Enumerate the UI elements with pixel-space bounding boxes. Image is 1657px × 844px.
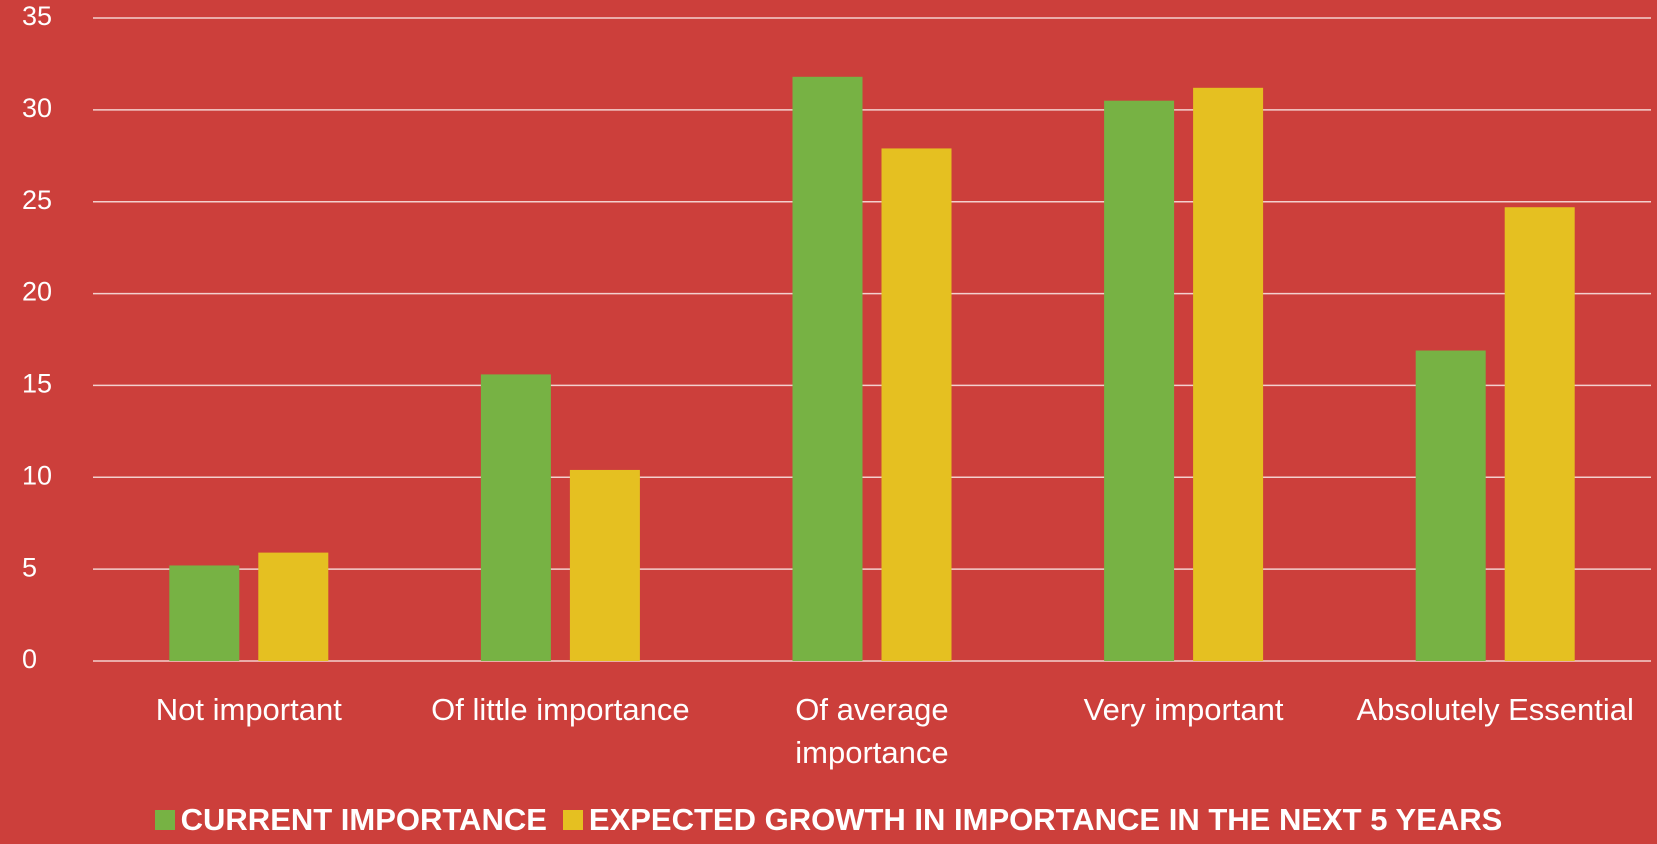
y-tick-label: 0 — [22, 644, 37, 674]
bar — [569, 469, 640, 661]
bar — [1415, 350, 1486, 661]
bar — [792, 76, 863, 661]
bar — [881, 148, 952, 662]
bar — [1104, 100, 1175, 661]
legend-swatch — [562, 810, 583, 830]
bar — [1504, 207, 1575, 661]
legend-item: CURRENT IMPORTANCE — [154, 802, 547, 838]
bar — [1193, 87, 1264, 662]
y-tick-label: 10 — [22, 460, 52, 490]
y-tick-label: 30 — [22, 93, 52, 123]
x-tick-label: Very important — [1083, 692, 1284, 727]
y-tick-label: 15 — [22, 369, 52, 399]
x-tick-label: Absolutely Essential — [1356, 692, 1634, 727]
legend: CURRENT IMPORTANCE EXPECTED GROWTH IN IMP… — [0, 802, 1657, 838]
legend-label: EXPECTED GROWTH IN IMPORTANCE IN THE NEX… — [588, 802, 1503, 837]
legend-label: CURRENT IMPORTANCE — [180, 802, 547, 837]
y-tick-label: 5 — [22, 552, 37, 582]
bar — [169, 565, 240, 661]
x-tick-label: Of average importance — [795, 692, 949, 771]
y-tick-label: 25 — [22, 185, 52, 215]
bar — [258, 552, 329, 661]
legend-item: EXPECTED GROWTH IN IMPORTANCE IN THE NEX… — [562, 802, 1503, 838]
y-tick-label: 20 — [22, 277, 52, 307]
y-tick-label: 35 — [22, 1, 52, 31]
bar — [480, 374, 551, 661]
legend-swatch — [154, 810, 175, 830]
x-tick-label: Not important — [155, 692, 342, 727]
x-tick-label: Of little importance — [431, 692, 690, 727]
